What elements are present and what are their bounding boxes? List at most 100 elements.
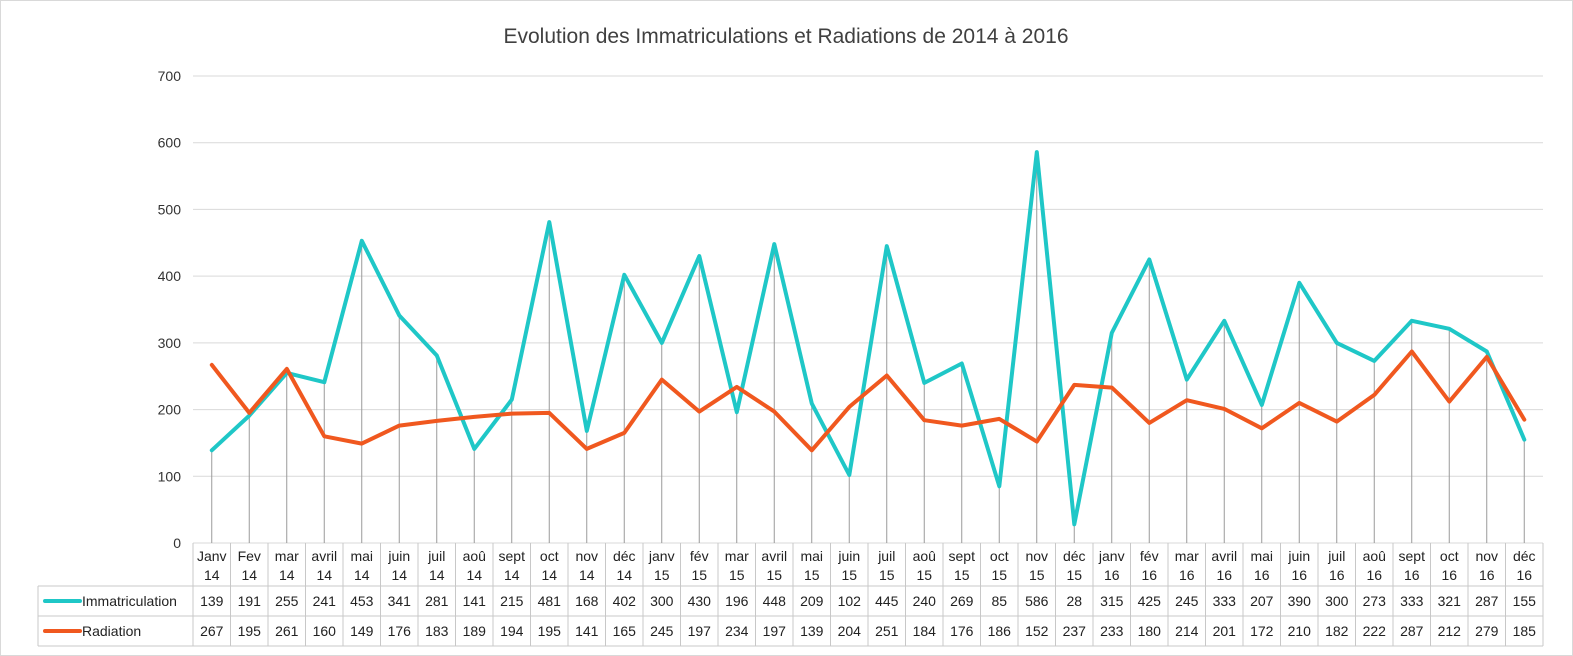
y-tick-label: 700 <box>158 68 182 84</box>
x-tick-label: mar <box>725 548 749 564</box>
y-tick-label: 200 <box>158 402 182 418</box>
x-tick-label: Fev <box>238 548 261 564</box>
table-value: 321 <box>1438 593 1462 609</box>
table-value: 237 <box>1063 623 1087 639</box>
table-value: 241 <box>313 593 337 609</box>
x-tick-label: 16 <box>1104 567 1120 583</box>
x-tick-label: janv <box>648 548 675 564</box>
table-value: 245 <box>650 623 674 639</box>
x-tick-label: 14 <box>316 567 332 583</box>
x-tick-label: 16 <box>1479 567 1495 583</box>
x-tick-label: 15 <box>804 567 820 583</box>
table-value: 251 <box>875 623 899 639</box>
table-value: 196 <box>725 593 749 609</box>
table-value: 168 <box>575 593 599 609</box>
table-value: 214 <box>1175 623 1199 639</box>
table-value: 172 <box>1250 623 1274 639</box>
table-value: 197 <box>763 623 787 639</box>
x-tick-label: 16 <box>1291 567 1307 583</box>
table-value: 184 <box>913 623 937 639</box>
x-tick-label: 14 <box>579 567 595 583</box>
legend-label: Immatriculation <box>82 593 177 609</box>
x-tick-label: avril <box>761 548 787 564</box>
x-tick-label: sept <box>499 548 526 564</box>
table-value: 183 <box>425 623 449 639</box>
table-value: 176 <box>950 623 974 639</box>
legend-label: Radiation <box>82 623 141 639</box>
x-tick-label: 15 <box>691 567 707 583</box>
table-value: 182 <box>1325 623 1349 639</box>
table-value: 269 <box>950 593 974 609</box>
table-value: 453 <box>350 593 374 609</box>
y-tick-label: 300 <box>158 335 182 351</box>
table-value: 207 <box>1250 593 1274 609</box>
table-value: 191 <box>238 593 262 609</box>
x-tick-label: 14 <box>354 567 370 583</box>
x-tick-label: oct <box>1440 548 1459 564</box>
x-tick-label: 14 <box>204 567 220 583</box>
x-tick-label: 16 <box>1329 567 1345 583</box>
x-tick-label: aoû <box>913 548 936 564</box>
x-tick-label: 16 <box>1404 567 1420 583</box>
x-tick-label: juil <box>877 548 895 564</box>
x-tick-label: aoû <box>463 548 486 564</box>
table-value: 300 <box>1325 593 1349 609</box>
x-tick-label: 15 <box>654 567 670 583</box>
x-tick-label: 16 <box>1366 567 1382 583</box>
table-value: 240 <box>913 593 937 609</box>
x-tick-label: juin <box>1287 548 1310 564</box>
table-value: 481 <box>538 593 562 609</box>
table-value: 209 <box>800 593 824 609</box>
table-value: 315 <box>1100 593 1124 609</box>
x-tick-label: juil <box>427 548 445 564</box>
series-layer <box>209 150 1527 527</box>
x-tick-label: 15 <box>841 567 857 583</box>
table-value: 267 <box>200 623 224 639</box>
table-value: 149 <box>350 623 374 639</box>
table-value: 281 <box>425 593 449 609</box>
x-tick-label: oct <box>990 548 1009 564</box>
x-tick-label: 15 <box>766 567 782 583</box>
x-tick-label: 16 <box>1179 567 1195 583</box>
x-tick-label: 14 <box>541 567 557 583</box>
table-value: 234 <box>725 623 749 639</box>
table-value: 204 <box>838 623 862 639</box>
x-tick-label: juil <box>1327 548 1345 564</box>
table-value: 152 <box>1025 623 1049 639</box>
table-value: 160 <box>313 623 337 639</box>
table-value: 155 <box>1513 593 1537 609</box>
table-value: 141 <box>463 593 487 609</box>
x-tick-label: 15 <box>954 567 970 583</box>
table-value: 261 <box>275 623 299 639</box>
table-value: 28 <box>1066 593 1082 609</box>
x-tick-label: Janv <box>197 548 227 564</box>
x-tick-label: fév <box>690 548 709 564</box>
table-value: 176 <box>388 623 412 639</box>
table-value: 139 <box>200 593 224 609</box>
x-tick-label: déc <box>1513 548 1536 564</box>
table-value: 222 <box>1363 623 1387 639</box>
x-tick-label: 15 <box>991 567 1007 583</box>
table-value: 194 <box>500 623 524 639</box>
table-value: 273 <box>1363 593 1387 609</box>
x-tick-label: janv <box>1098 548 1125 564</box>
table-value: 255 <box>275 593 299 609</box>
x-tick-label: 14 <box>466 567 482 583</box>
table-value: 333 <box>1400 593 1424 609</box>
x-tick-label: 14 <box>391 567 407 583</box>
table-value: 586 <box>1025 593 1049 609</box>
table-value: 212 <box>1438 623 1462 639</box>
x-tick-label: 14 <box>241 567 257 583</box>
table-value: 233 <box>1100 623 1124 639</box>
table-value: 195 <box>538 623 562 639</box>
table-value: 186 <box>988 623 1012 639</box>
x-tick-label: nov <box>1025 548 1048 564</box>
x-tick-label: avril <box>1211 548 1237 564</box>
table-value: 139 <box>800 623 824 639</box>
y-tick-label: 400 <box>158 268 182 284</box>
table-value: 201 <box>1213 623 1237 639</box>
table-value: 195 <box>238 623 262 639</box>
x-tick-label: 15 <box>729 567 745 583</box>
x-tick-label: 14 <box>429 567 445 583</box>
